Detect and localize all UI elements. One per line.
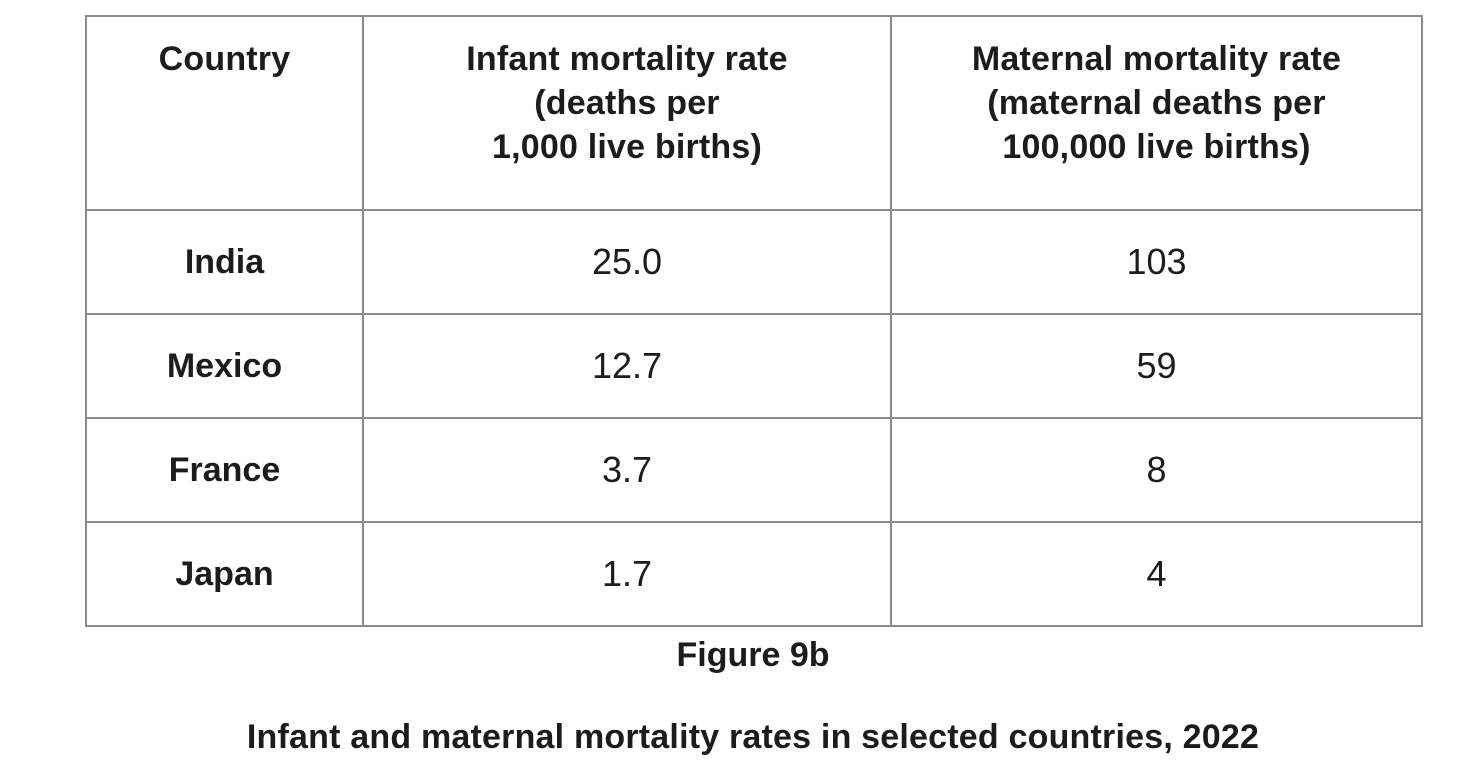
column-header-country: Country xyxy=(85,15,364,211)
table-header-row: Country Infant mortality rate (deaths pe… xyxy=(85,15,1423,211)
infant-mortality-value: 1.7 xyxy=(362,521,892,627)
figure-title: Infant and maternal mortality rates in s… xyxy=(246,718,1260,756)
country-name: Mexico xyxy=(85,313,364,419)
maternal-mortality-value: 4 xyxy=(890,521,1423,627)
column-header-maternal-mortality: Maternal mortality rate (maternal deaths… xyxy=(890,15,1423,211)
country-name: France xyxy=(85,417,364,523)
infant-mortality-value: 12.7 xyxy=(362,313,892,419)
maternal-mortality-value: 8 xyxy=(890,417,1423,523)
column-header-infant-mortality: Infant mortality rate (deaths per 1,000 … xyxy=(362,15,892,211)
figure-label: Figure 9b xyxy=(676,636,830,674)
table-row-mexico: Mexico 12.7 59 xyxy=(85,313,1423,419)
table-row-france: France 3.7 8 xyxy=(85,417,1423,523)
infant-mortality-value: 3.7 xyxy=(362,417,892,523)
maternal-mortality-value: 103 xyxy=(890,209,1423,315)
infant-mortality-value: 25.0 xyxy=(362,209,892,315)
country-name: Japan xyxy=(85,521,364,627)
mortality-rates-table: Country Infant mortality rate (deaths pe… xyxy=(85,15,1423,627)
country-name: India xyxy=(85,209,364,315)
table-row-india: India 25.0 103 xyxy=(85,209,1423,315)
table-row-japan: Japan 1.7 4 xyxy=(85,521,1423,627)
maternal-mortality-value: 59 xyxy=(890,313,1423,419)
